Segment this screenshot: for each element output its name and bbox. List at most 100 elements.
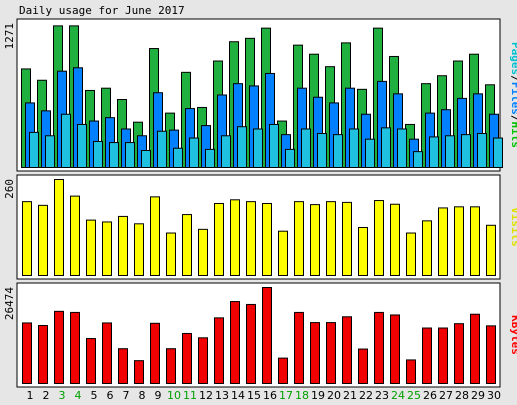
bar-pages-28 xyxy=(461,134,471,168)
bar-pages-1 xyxy=(29,131,39,169)
panel-bottom-legend: KBytes xyxy=(509,315,517,355)
bar-kbytes-11 xyxy=(182,332,192,384)
bar-kbytes-29 xyxy=(470,313,480,384)
panel-bottom: 26474 KBytes xyxy=(3,282,517,388)
day-label-26: 26 xyxy=(423,389,437,402)
bar-visits-4 xyxy=(70,195,80,276)
bar-visits-18 xyxy=(294,201,304,276)
bar-visits-6 xyxy=(102,221,112,276)
bar-pages-4 xyxy=(77,123,87,169)
bar-kbytes-22 xyxy=(358,348,368,385)
day-label-20: 20 xyxy=(327,389,341,402)
bar-kbytes-9 xyxy=(150,322,160,384)
legend-item-0-2: Files xyxy=(509,82,517,115)
legend-item-2-0: KBytes xyxy=(509,315,517,355)
day-label-1: 1 xyxy=(27,389,34,402)
day-label-5: 5 xyxy=(91,389,98,402)
day-label-9: 9 xyxy=(155,389,162,402)
bar-pages-7 xyxy=(125,142,135,168)
panel-bottom-box xyxy=(16,282,501,388)
panel-top-legend: Pages/Files/Hits xyxy=(509,42,517,148)
bar-pages-20 xyxy=(333,134,343,168)
day-label-24: 24 xyxy=(391,389,405,402)
bar-kbytes-1 xyxy=(22,322,32,385)
bar-kbytes-18 xyxy=(294,311,304,384)
day-label-28: 28 xyxy=(455,389,469,402)
bar-pages-13 xyxy=(221,135,231,168)
day-label-14: 14 xyxy=(231,389,245,402)
bar-kbytes-21 xyxy=(342,316,352,384)
day-label-17: 17 xyxy=(279,389,293,402)
bar-kbytes-2 xyxy=(38,324,48,384)
bar-pages-19 xyxy=(317,133,327,168)
bar-visits-19 xyxy=(310,204,320,277)
bar-kbytes-8 xyxy=(134,360,144,384)
bar-pages-8 xyxy=(141,150,151,168)
bar-pages-9 xyxy=(157,130,167,169)
day-label-15: 15 xyxy=(247,389,261,402)
bar-pages-2 xyxy=(45,135,55,168)
bar-kbytes-25 xyxy=(406,359,416,385)
bar-visits-11 xyxy=(182,214,192,276)
bar-visits-20 xyxy=(326,201,336,276)
bar-pages-25 xyxy=(413,151,423,168)
bar-visits-1 xyxy=(22,201,32,276)
bar-visits-7 xyxy=(118,215,128,277)
bar-pages-16 xyxy=(269,123,279,169)
bar-kbytes-27 xyxy=(438,327,448,385)
bar-visits-30 xyxy=(486,224,496,277)
bar-pages-24 xyxy=(397,128,407,169)
day-label-23: 23 xyxy=(375,389,389,402)
bar-kbytes-30 xyxy=(486,325,496,385)
bar-visits-14 xyxy=(230,199,240,276)
bar-pages-12 xyxy=(205,148,215,169)
bar-pages-30 xyxy=(493,137,503,168)
panel-top-max-label: 1271 xyxy=(3,23,16,50)
bar-visits-21 xyxy=(342,201,352,276)
day-label-27: 27 xyxy=(439,389,453,402)
legend-item-1-0: Visits xyxy=(509,207,517,247)
bar-kbytes-13 xyxy=(214,317,224,384)
bar-visits-29 xyxy=(470,206,480,276)
bar-visits-9 xyxy=(150,196,160,277)
bar-kbytes-5 xyxy=(86,338,96,384)
day-label-22: 22 xyxy=(359,389,373,402)
bar-kbytes-20 xyxy=(326,322,336,385)
bar-visits-26 xyxy=(422,220,432,277)
bar-visits-27 xyxy=(438,207,448,276)
bar-visits-17 xyxy=(278,230,288,276)
bar-kbytes-19 xyxy=(310,322,320,385)
bar-kbytes-26 xyxy=(422,327,432,385)
day-label-25: 25 xyxy=(407,389,421,402)
bar-pages-22 xyxy=(365,138,375,168)
legend-item-0-0: Pages xyxy=(509,42,517,75)
day-label-16: 16 xyxy=(263,389,277,402)
bar-visits-22 xyxy=(358,227,368,276)
bar-kbytes-23 xyxy=(374,311,384,384)
bar-kbytes-3 xyxy=(54,310,64,384)
bar-visits-8 xyxy=(134,223,144,276)
bar-visits-5 xyxy=(86,219,96,277)
bar-visits-16 xyxy=(262,203,272,276)
day-label-29: 29 xyxy=(471,389,485,402)
bar-pages-6 xyxy=(109,142,119,168)
bar-kbytes-15 xyxy=(246,303,256,384)
bar-visits-15 xyxy=(246,201,256,276)
bar-pages-18 xyxy=(301,128,311,169)
bar-kbytes-7 xyxy=(118,348,128,384)
bar-visits-25 xyxy=(406,232,416,277)
bar-kbytes-24 xyxy=(390,314,400,385)
bar-visits-12 xyxy=(198,228,208,277)
bar-kbytes-4 xyxy=(70,311,80,384)
bar-pages-23 xyxy=(381,127,391,168)
bar-pages-3 xyxy=(61,113,71,168)
day-label-10: 10 xyxy=(167,389,181,402)
bar-visits-3 xyxy=(54,179,64,276)
bar-visits-2 xyxy=(38,204,48,277)
bar-pages-10 xyxy=(173,147,183,169)
bar-kbytes-28 xyxy=(454,323,464,385)
day-axis: 1 2 3 4 5 6 7 8 9 10 11 12 13 14 15 16 17 18 19 20 21 22 23 24 2… xyxy=(27,389,502,402)
